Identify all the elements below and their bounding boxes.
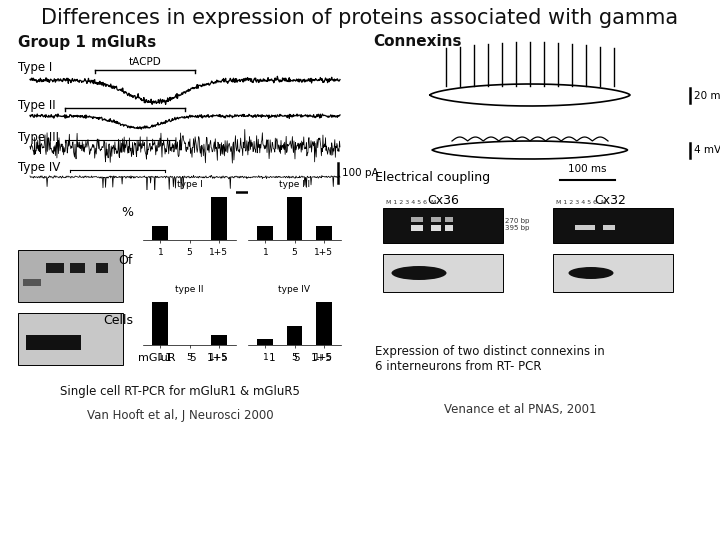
Text: 5: 5 (293, 353, 300, 363)
Bar (445, 225, 453, 231)
Bar (258, 339, 274, 345)
Text: 10 s: 10 s (249, 196, 271, 206)
Text: Type III: Type III (18, 132, 59, 145)
Bar (315, 301, 331, 345)
Text: 270 bp: 270 bp (505, 218, 529, 224)
Text: 1+5: 1+5 (207, 353, 229, 363)
Bar (26, 335, 81, 350)
Bar (70, 264, 85, 273)
Text: Type IV: Type IV (18, 161, 60, 174)
Bar (553, 254, 673, 292)
Text: Cx36: Cx36 (427, 193, 459, 206)
Bar (411, 225, 423, 231)
Bar (553, 208, 673, 243)
Bar (575, 225, 595, 230)
Bar (18, 313, 123, 365)
Text: Of: Of (119, 253, 133, 267)
Text: Electrical coupling: Electrical coupling (375, 172, 490, 185)
Text: Van Hooft et al, J Neurosci 2000: Van Hooft et al, J Neurosci 2000 (86, 409, 274, 422)
Text: Cx32: Cx32 (594, 193, 626, 206)
Text: 100 pA: 100 pA (342, 168, 379, 178)
Title: type I: type I (176, 180, 202, 189)
Text: Cells: Cells (103, 314, 133, 327)
Bar (431, 217, 441, 222)
Bar (26, 335, 81, 350)
Text: Differences in expression of proteins associated with gamma: Differences in expression of proteins as… (42, 8, 678, 28)
Text: 1+5: 1+5 (311, 353, 333, 363)
Title: type IV: type IV (279, 285, 310, 294)
Text: 1: 1 (165, 353, 171, 363)
Bar (18, 250, 123, 302)
Bar (603, 225, 615, 230)
Bar (23, 279, 41, 286)
Text: Type II: Type II (18, 98, 55, 111)
Bar (153, 226, 168, 240)
Bar (258, 226, 274, 240)
Bar (287, 326, 302, 345)
Bar (315, 226, 331, 240)
Title: type III: type III (279, 180, 310, 189)
Text: 4 mV: 4 mV (694, 145, 720, 155)
Bar (431, 225, 441, 231)
Ellipse shape (569, 267, 613, 279)
Ellipse shape (392, 266, 446, 280)
Bar (210, 197, 227, 240)
Text: tACPD: tACPD (129, 57, 161, 67)
Text: Single cell RT-PCR for mGluR1 & mGluR5: Single cell RT-PCR for mGluR1 & mGluR5 (60, 386, 300, 399)
Text: Type I: Type I (18, 62, 53, 75)
Text: 5: 5 (189, 353, 195, 363)
Text: Expression of two distinct connexins in
6 interneurons from RT- PCR: Expression of two distinct connexins in … (375, 345, 605, 373)
Text: M 1 2 3 4 5 6  M: M 1 2 3 4 5 6 M (556, 200, 606, 205)
Text: 1: 1 (269, 353, 275, 363)
Title: type II: type II (175, 285, 204, 294)
Bar (96, 264, 108, 273)
Bar (210, 335, 227, 345)
Bar (153, 301, 168, 345)
Text: M 1 2 3 4 5 6  M: M 1 2 3 4 5 6 M (386, 200, 436, 205)
Bar (383, 254, 503, 292)
Text: Connexins: Connexins (373, 35, 462, 50)
Text: 395 bp: 395 bp (505, 225, 529, 231)
Text: 20 mV: 20 mV (694, 91, 720, 101)
Text: Venance et al PNAS, 2001: Venance et al PNAS, 2001 (444, 403, 596, 416)
Bar (411, 217, 423, 222)
Text: %: % (121, 206, 133, 219)
Text: Group 1 mGluRs: Group 1 mGluRs (18, 35, 156, 50)
Bar (287, 197, 302, 240)
Bar (383, 208, 503, 243)
Text: mGluR: mGluR (138, 353, 176, 363)
Text: 100 ms: 100 ms (568, 164, 607, 174)
Bar (445, 217, 453, 222)
Bar (46, 264, 64, 273)
